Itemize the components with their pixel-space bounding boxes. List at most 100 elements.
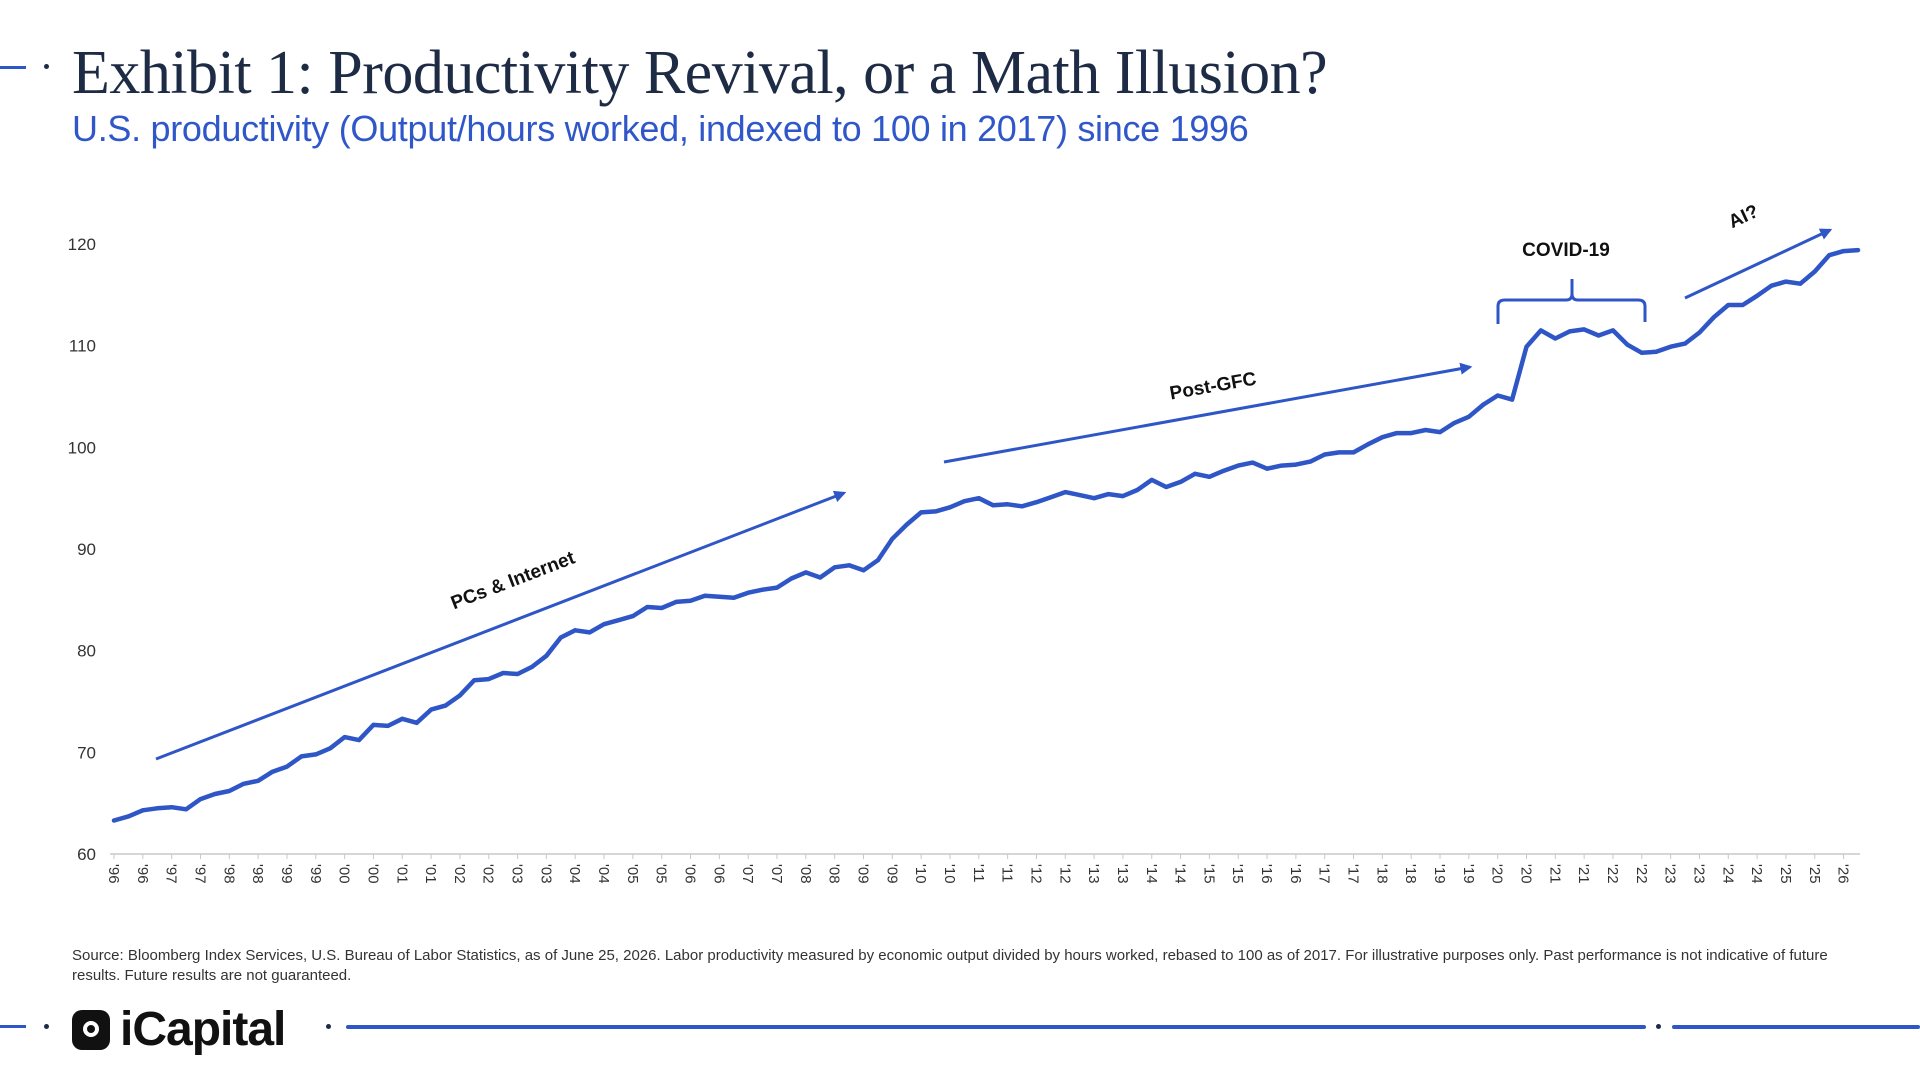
data-point (486, 677, 491, 682)
data-point (342, 735, 347, 740)
x-tick-label: '17 (1316, 864, 1333, 884)
post-gfc-arrow (943, 362, 1473, 464)
footer-rule-end (1672, 1025, 1920, 1029)
post-gfc-label: Post-GFC (1168, 369, 1258, 405)
data-point (702, 593, 707, 598)
data-point (1120, 494, 1125, 499)
data-point (1495, 393, 1500, 398)
x-tick-label: '26 (1835, 864, 1852, 884)
data-point (775, 585, 779, 590)
x-tick-label: '03 (537, 864, 554, 884)
x-tick-label: '09 (854, 864, 871, 884)
title-accent-dash (0, 66, 26, 69)
x-tick-label: '11 (999, 864, 1016, 882)
data-point (948, 505, 952, 510)
x-tick-label: '21 (1546, 864, 1563, 884)
data-point (1510, 397, 1515, 402)
x-tick-label: '12 (1027, 864, 1044, 884)
x-tick-label: '16 (1258, 864, 1275, 884)
data-point (1524, 344, 1529, 349)
data-point (1106, 492, 1111, 497)
data-point (1841, 249, 1846, 254)
data-point (1293, 462, 1298, 467)
data-point (602, 622, 606, 627)
data-point (674, 599, 679, 604)
x-tick-label: '21 (1575, 864, 1592, 884)
chart-title: Exhibit 1: Productivity Revival, or a Ma… (72, 39, 1328, 107)
x-tick-label: '22 (1633, 864, 1650, 884)
data-point (1337, 450, 1342, 455)
data-point (991, 503, 996, 508)
icapital-logo: iCapital (72, 1002, 286, 1057)
footer-end-dot (1656, 1024, 1661, 1029)
data-point (1366, 442, 1370, 447)
y-tick-label: 100 (68, 438, 96, 457)
annotations: PCs & Internet Post-GFC COVID-19 AI? (155, 201, 1833, 761)
x-tick-label: '19 (1431, 864, 1448, 884)
data-point (1164, 485, 1169, 489)
data-point (688, 598, 693, 603)
data-point (1322, 452, 1327, 457)
icapital-wordmark: iCapital (120, 1003, 286, 1056)
x-tick-label: '13 (1085, 864, 1102, 884)
y-tick-label: 70 (77, 743, 96, 762)
x-tick-label: '17 (1345, 864, 1362, 884)
x-tick-label: '00 (364, 864, 381, 884)
footer-separator-dot (326, 1024, 331, 1029)
data-point (1207, 474, 1212, 479)
data-point (457, 693, 462, 698)
y-tick-label: 90 (77, 540, 96, 559)
x-tick-label: '02 (451, 864, 468, 884)
data-point (1755, 293, 1760, 298)
data-point (645, 605, 650, 609)
data-point (1538, 328, 1543, 333)
x-tick-label: '96 (134, 864, 151, 884)
x-tick-label: '97 (191, 864, 208, 884)
data-point (1308, 459, 1313, 464)
data-point (155, 806, 160, 811)
data-point (1697, 330, 1702, 335)
data-point (630, 614, 635, 619)
footer-rule (346, 1025, 1646, 1029)
data-point (357, 738, 361, 743)
data-point (1236, 463, 1241, 468)
y-tick-label: 110 (69, 337, 96, 356)
x-tick-label: '20 (1489, 864, 1506, 884)
source-note: Source: Bloomberg Index Services, U.S. B… (72, 947, 1828, 984)
x-tick-label: '07 (739, 864, 756, 884)
x-tick-label: '23 (1662, 864, 1679, 884)
data-point (1394, 431, 1399, 436)
title-accent-dot (44, 64, 49, 69)
x-tick-label: '06 (682, 864, 699, 884)
x-tick-label: '13 (1114, 864, 1131, 884)
data-point (976, 496, 981, 501)
x-tick-label: '08 (797, 864, 814, 884)
data-point (443, 703, 448, 708)
data-point (1567, 329, 1572, 334)
pcs-internet-arrow (155, 490, 847, 761)
data-point (803, 570, 808, 575)
footer-accent-dot (44, 1024, 49, 1029)
x-tick-label: '20 (1517, 864, 1534, 884)
x-tick-label: '96 (105, 864, 122, 884)
data-point (198, 797, 203, 802)
data-point (1092, 496, 1097, 501)
data-point (270, 769, 275, 774)
data-point (1625, 342, 1630, 347)
data-point (1683, 341, 1687, 346)
data-point (472, 678, 477, 683)
data-point (1812, 269, 1817, 274)
x-tick-label: '05 (653, 864, 670, 884)
data-point (789, 576, 794, 581)
x-tick-label: '09 (883, 864, 900, 884)
x-tick-label: '14 (1172, 864, 1189, 884)
x-tick-label: '25 (1777, 864, 1794, 884)
footer-accent-dash (0, 1025, 26, 1028)
data-point (1856, 248, 1860, 253)
data-point (1596, 333, 1601, 338)
data-point (515, 672, 520, 676)
y-tick-label: 80 (77, 642, 96, 661)
data-point (1798, 281, 1803, 286)
data-point (919, 510, 924, 515)
data-point (818, 575, 823, 580)
